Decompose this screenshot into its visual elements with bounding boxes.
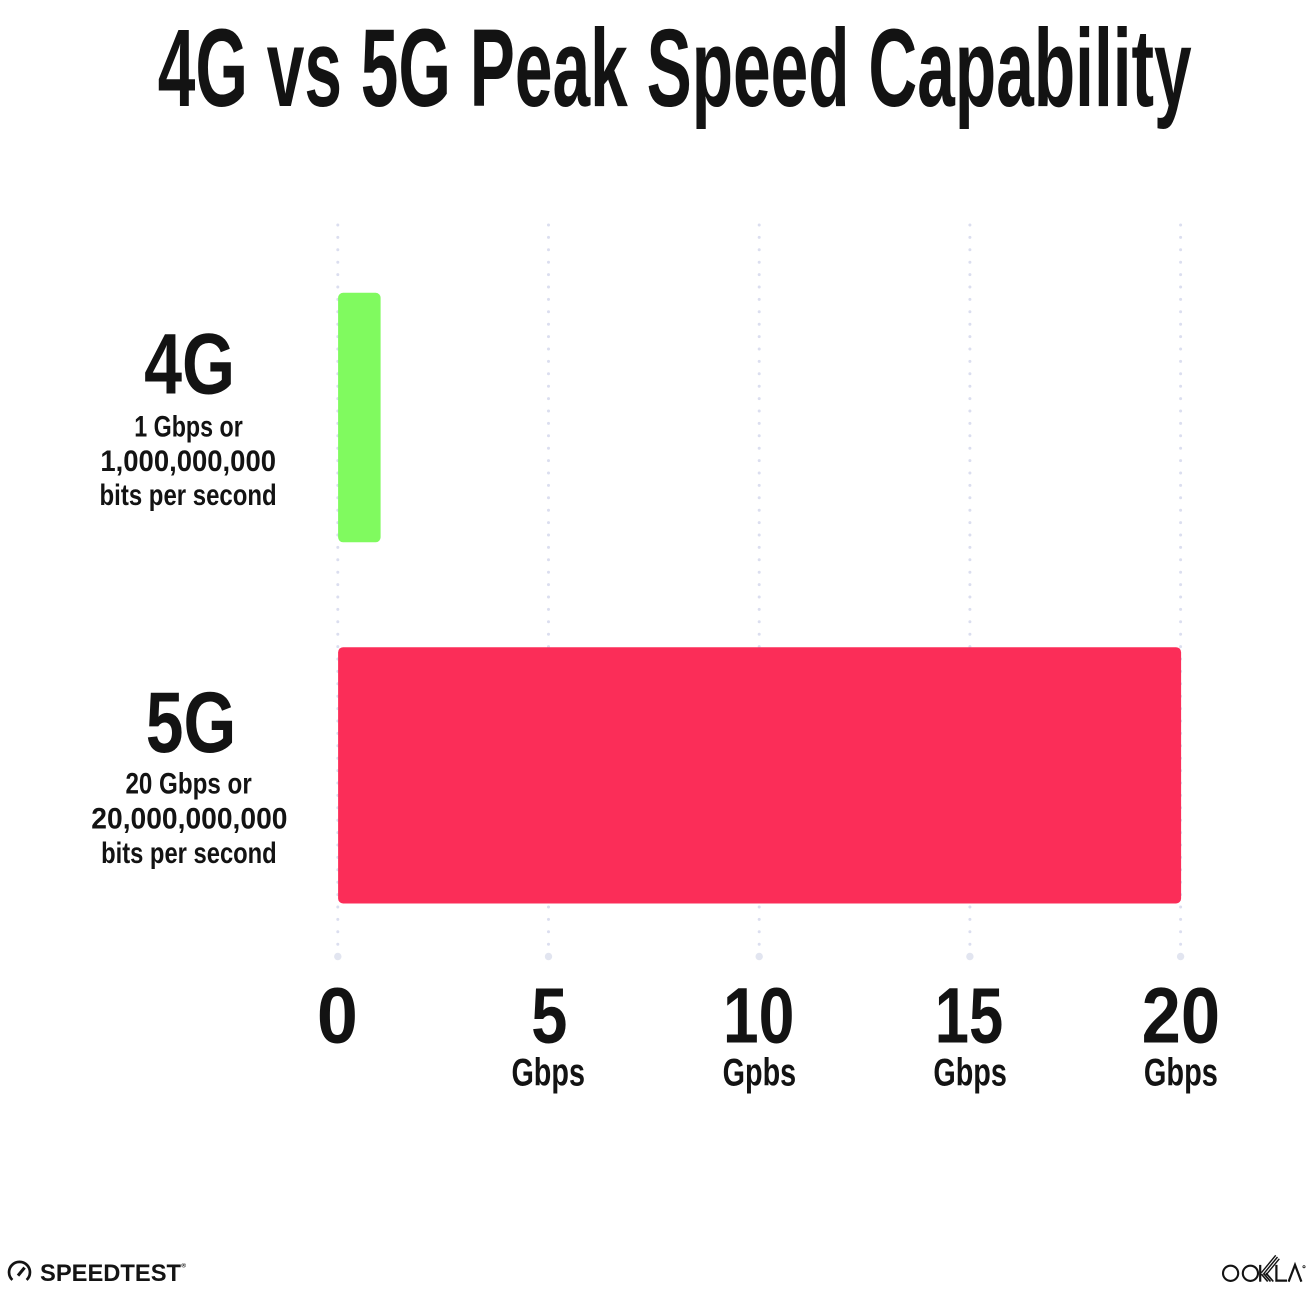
svg-text:20 Gbps or: 20 Gbps or [125, 768, 252, 801]
svg-text:5: 5 [531, 972, 567, 1060]
svg-text:0: 0 [317, 972, 358, 1060]
svg-text:20: 20 [1142, 972, 1221, 1060]
svg-text:Gpbs: Gpbs [723, 1051, 797, 1094]
svg-text:4G vs 5G Peak Speed Capability: 4G vs 5G Peak Speed Capability [158, 7, 1192, 130]
svg-text:20,000,000,000: 20,000,000,000 [91, 802, 287, 835]
svg-text:®: ® [181, 1261, 186, 1269]
svg-text:Gbps: Gbps [511, 1051, 585, 1094]
svg-text:4G: 4G [144, 317, 235, 413]
svg-text:10: 10 [723, 972, 795, 1060]
svg-text:1,000,000,000: 1,000,000,000 [100, 445, 276, 478]
svg-text:SPEEDTEST: SPEEDTEST [40, 1260, 181, 1287]
svg-text:bits per second: bits per second [100, 479, 277, 512]
svg-text:5G: 5G [146, 675, 237, 771]
svg-text:bits per second: bits per second [101, 837, 277, 870]
svg-text:1 Gbps or: 1 Gbps or [134, 411, 243, 444]
svg-text:15: 15 [935, 972, 1004, 1060]
svg-text:Gbps: Gbps [933, 1051, 1007, 1094]
svg-text:Gbps: Gbps [1144, 1051, 1218, 1094]
